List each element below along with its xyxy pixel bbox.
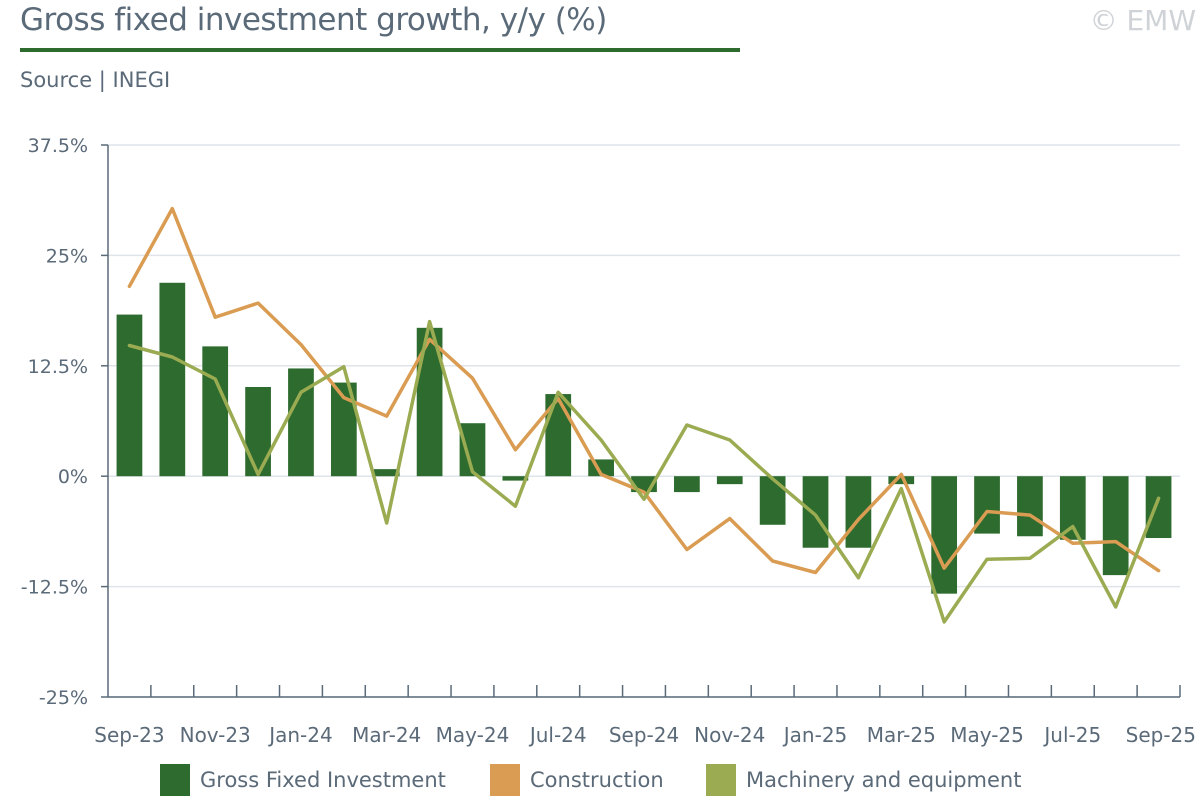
legend-item-gfi: Gross Fixed Investment [160,764,446,796]
chart-title: Gross fixed investment growth, y/y (%) [20,2,607,38]
bar-gfi [159,282,186,477]
bar-gfi [1145,476,1172,539]
x-tick-label: Nov-24 [694,723,765,747]
y-tick-label: 0% [58,466,88,488]
copyright-label: © EMW [1089,4,1196,37]
legend-label-gfi: Gross Fixed Investment [200,768,446,792]
bar-gfi [759,476,786,525]
line-construction [127,206,1161,575]
x-tick-label: Mar-24 [352,723,421,747]
bar-gfi [545,394,572,477]
source-label: Source | INEGI [20,68,171,92]
bar-gfi [245,386,271,477]
y-tick-label: -25% [39,687,88,709]
bar-gfi [674,476,700,493]
line-layer [127,206,1161,624]
bar-gfi [802,476,829,548]
bar-gfi [1102,476,1129,576]
legend-swatch-construction [490,764,520,796]
bar-gfi [502,476,529,481]
y-tick-label: 12.5% [28,356,88,378]
x-tick-label: May-24 [436,723,510,747]
axis-layer: 37.5% 25% 12.5% 0% -12.5% -25% Sep-23 Nov-23 Jan… [21,135,1196,747]
legend-swatch-machinery [706,764,736,796]
legend-item-machinery: Machinery and equipment [706,764,1021,796]
x-tick-label: Jul-25 [1042,723,1101,747]
title-underline [20,48,740,52]
bar-gfi [716,476,743,485]
bar-gfi [931,476,958,594]
bar-gfi [373,469,400,477]
bar-gfi [1017,476,1043,537]
x-tick-label: Sep-25 [1126,723,1196,747]
x-tick-label: Sep-23 [94,723,164,747]
chart-legend: Gross Fixed Investment Construction Mach… [0,764,1200,800]
legend-label-construction: Construction [530,768,664,792]
x-tick-label: Jan-24 [267,723,333,747]
x-tick-label: Nov-23 [180,723,251,747]
x-tick-label: Mar-25 [867,723,936,747]
x-tick-label: Sep-24 [609,723,679,747]
bar-gfi [888,476,915,485]
bar-gfi [116,314,143,477]
legend-item-construction: Construction [490,764,664,796]
x-tick-label: Jan-25 [782,723,848,747]
bar-layer [116,282,1172,594]
x-tick-label: Jul-24 [528,723,587,747]
legend-label-machinery: Machinery and equipment [746,768,1022,792]
bar-gfi [202,346,229,477]
line-machinery [127,319,1161,624]
bar-gfi [1059,476,1086,540]
bar-gfi [288,368,314,477]
y-tick-label: 37.5% [28,135,88,157]
chart-plot: 37.5% 25% 12.5% 0% -12.5% -25% Sep-23 Nov-23 Jan… [21,135,1196,747]
x-tick-label: May-25 [950,723,1024,747]
legend-swatch-gfi [160,764,190,796]
y-tick-label: 25% [46,245,88,267]
y-tick-label: -12.5% [21,577,88,599]
